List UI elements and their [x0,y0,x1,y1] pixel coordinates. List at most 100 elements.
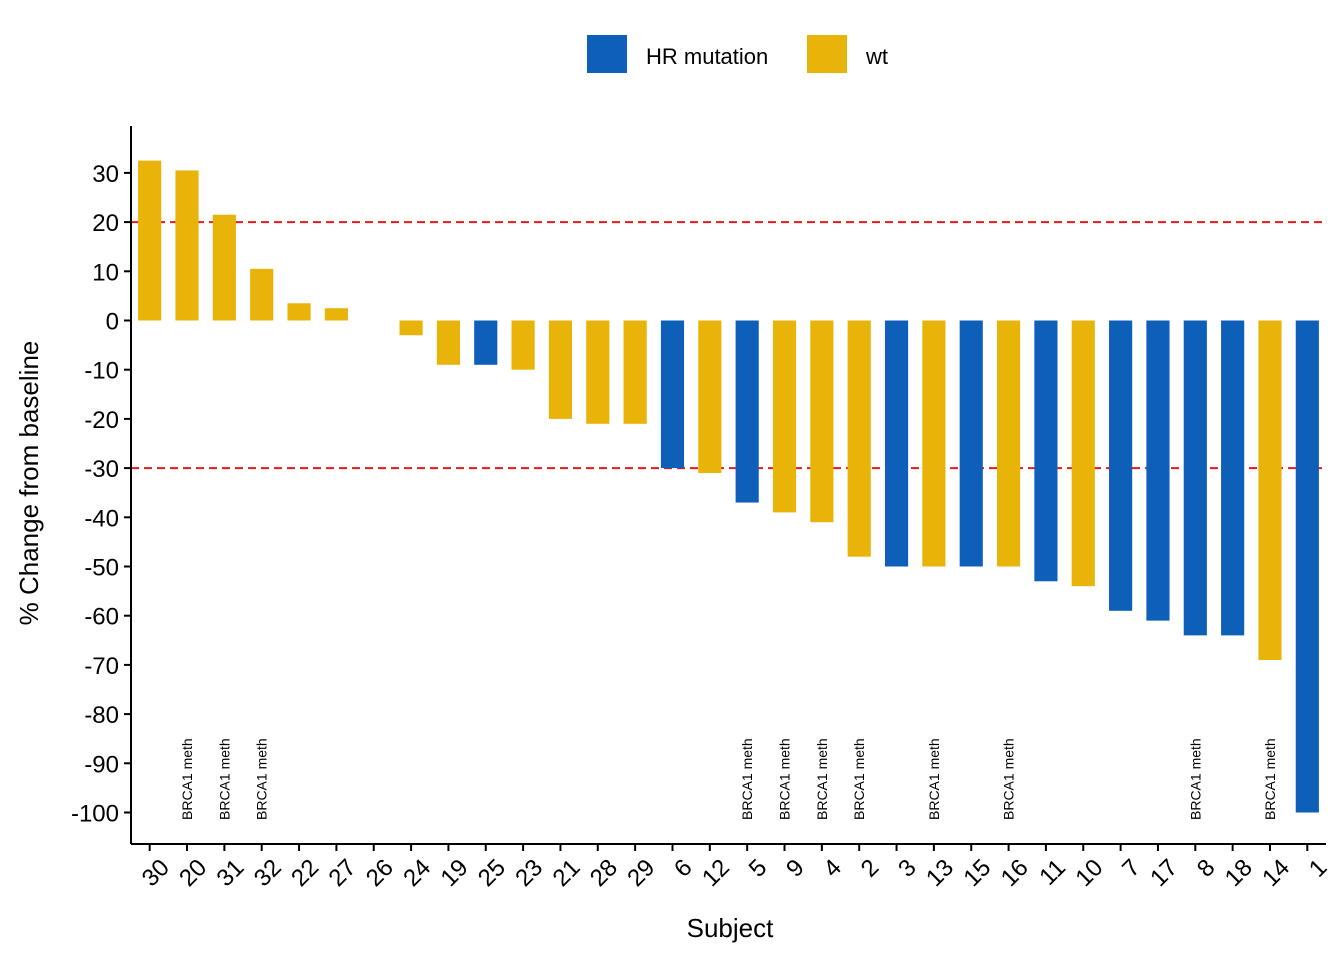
bar-subject-25 [474,320,498,365]
x-tick-label-23: 23 [510,854,548,892]
x-tick-label-1: 1 [1304,854,1333,883]
y-tick-label: 30 [92,161,119,188]
x-tick-label-32: 32 [249,854,287,892]
bar-subject-16 [997,320,1021,567]
x-tick-label-20: 20 [174,854,212,892]
annotation-brca1-meth-5: BRCA1 meth [739,738,755,820]
bar-subject-2 [847,320,871,557]
x-tick-label-14: 14 [1257,854,1295,892]
y-tick-label: -50 [84,555,119,582]
x-tick-label-3: 3 [893,854,922,883]
bar-subject-7 [1109,320,1133,611]
annotation-brca1-meth-32: BRCA1 meth [254,738,270,820]
x-tick-label-30: 30 [137,854,175,892]
y-tick-label: -70 [84,653,119,680]
x-tick-label-27: 27 [324,854,362,892]
bar-subject-17 [1146,320,1170,621]
x-tick-label-24: 24 [398,854,436,892]
annotation-brca1-meth-20: BRCA1 meth [179,738,195,820]
y-axis-title: % Change from baseline [14,341,44,626]
x-tick-label-19: 19 [436,854,474,892]
x-tick-label-26: 26 [361,854,399,892]
bars [138,160,1319,813]
annotation-brca1-meth-16: BRCA1 meth [1001,738,1017,820]
y-tick-label: -10 [84,358,119,385]
bar-subject-8 [1183,320,1207,636]
y-tick-label: -20 [84,407,119,434]
y-tick-label: -80 [84,702,119,729]
bar-subject-4 [810,320,834,523]
x-tick-label-28: 28 [585,854,623,892]
bar-subject-29 [623,320,647,424]
annotation-brca1-meth-13: BRCA1 meth [926,738,942,820]
bar-subject-19 [436,320,460,365]
bar-subject-12 [698,320,722,474]
bar-subject-21 [548,320,573,419]
bar-subject-28 [586,320,610,424]
x-tick-label-29: 29 [622,854,660,892]
annotation-brca1-meth-4: BRCA1 meth [814,738,830,820]
y-tick-label: -60 [84,604,119,631]
bar-subject-6 [660,320,685,469]
x-tick-label-4: 4 [818,854,847,883]
bar-subject-13 [922,320,946,567]
bar-subject-18 [1221,320,1245,636]
bar-subject-22 [287,303,311,321]
y-tick-label: 10 [92,259,119,286]
bar-subject-32 [250,268,274,321]
y-axis: 30 20 10 0 -10 -20 -30 -40 -50 -60 -70 -80 -90 -100 [71,126,132,844]
x-tick-label-10: 10 [1070,854,1108,892]
legend-swatch-hr-mutation [587,35,627,73]
x-tick-label-21: 21 [548,854,586,892]
x-tick-label-25: 25 [473,854,511,892]
x-tick-label-18: 18 [1220,854,1258,892]
bar-subject-1 [1295,320,1319,813]
x-axis-title: Subject [687,913,774,943]
bar-subject-30 [138,160,162,321]
x-axis: 30 20 31 32 22 27 26 24 19 25 23 21 28 29 6 12 5 9 4 2 3 13 15… [131,843,1333,892]
x-tick-label-31: 31 [212,854,250,892]
x-tick-label-12: 12 [697,854,735,892]
bar-subject-20 [175,170,199,321]
bar-subject-11 [1034,320,1058,582]
x-tick-label-15: 15 [958,854,996,892]
annotation-brca1-meth-14: BRCA1 meth [1262,738,1278,820]
x-tick-label-8: 8 [1192,854,1221,883]
bar-subject-5 [735,320,759,503]
y-tick-label: -30 [84,456,119,483]
annotation-brca1-meth-9: BRCA1 meth [777,738,793,820]
y-tick-label: 20 [92,210,119,237]
x-tick-label-22: 22 [286,854,324,892]
bar-subject-3 [884,320,909,567]
bar-subject-10 [1071,320,1095,587]
legend-swatch-wt [807,35,847,73]
annotation-brca1-meth-31: BRCA1 meth [216,738,232,820]
bar-subject-9 [772,320,797,513]
x-tick-label-17: 17 [1145,854,1183,892]
annotations: BRCA1 meth BRCA1 meth BRCA1 meth BRCA1 meth… [179,738,1278,820]
x-tick-label-5: 5 [744,854,773,883]
x-tick-label-9: 9 [781,854,810,883]
bar-subject-23 [511,320,535,370]
x-tick-label-16: 16 [996,854,1034,892]
x-tick-label-6: 6 [669,854,698,883]
bar-subject-31 [212,214,236,321]
legend-label-wt: wt [865,44,888,69]
y-tick-label: -90 [84,751,119,778]
y-tick-label: -100 [71,801,119,828]
x-tick-label-7: 7 [1117,854,1146,883]
bar-subject-15 [959,320,983,567]
y-tick-label: 0 [106,309,119,336]
legend: HR mutation wt [587,35,888,73]
bar-subject-27 [324,308,348,321]
legend-label-hr-mutation: HR mutation [646,44,768,69]
bar-subject-24 [399,320,423,336]
x-tick-label-13: 13 [921,854,959,892]
x-tick-label-11: 11 [1034,854,1071,891]
y-tick-label: -40 [84,505,119,532]
bar-subject-14 [1258,320,1282,660]
x-tick-label-2: 2 [856,854,885,883]
annotation-brca1-meth-2: BRCA1 meth [851,738,867,820]
annotation-brca1-meth-8: BRCA1 meth [1187,738,1203,820]
